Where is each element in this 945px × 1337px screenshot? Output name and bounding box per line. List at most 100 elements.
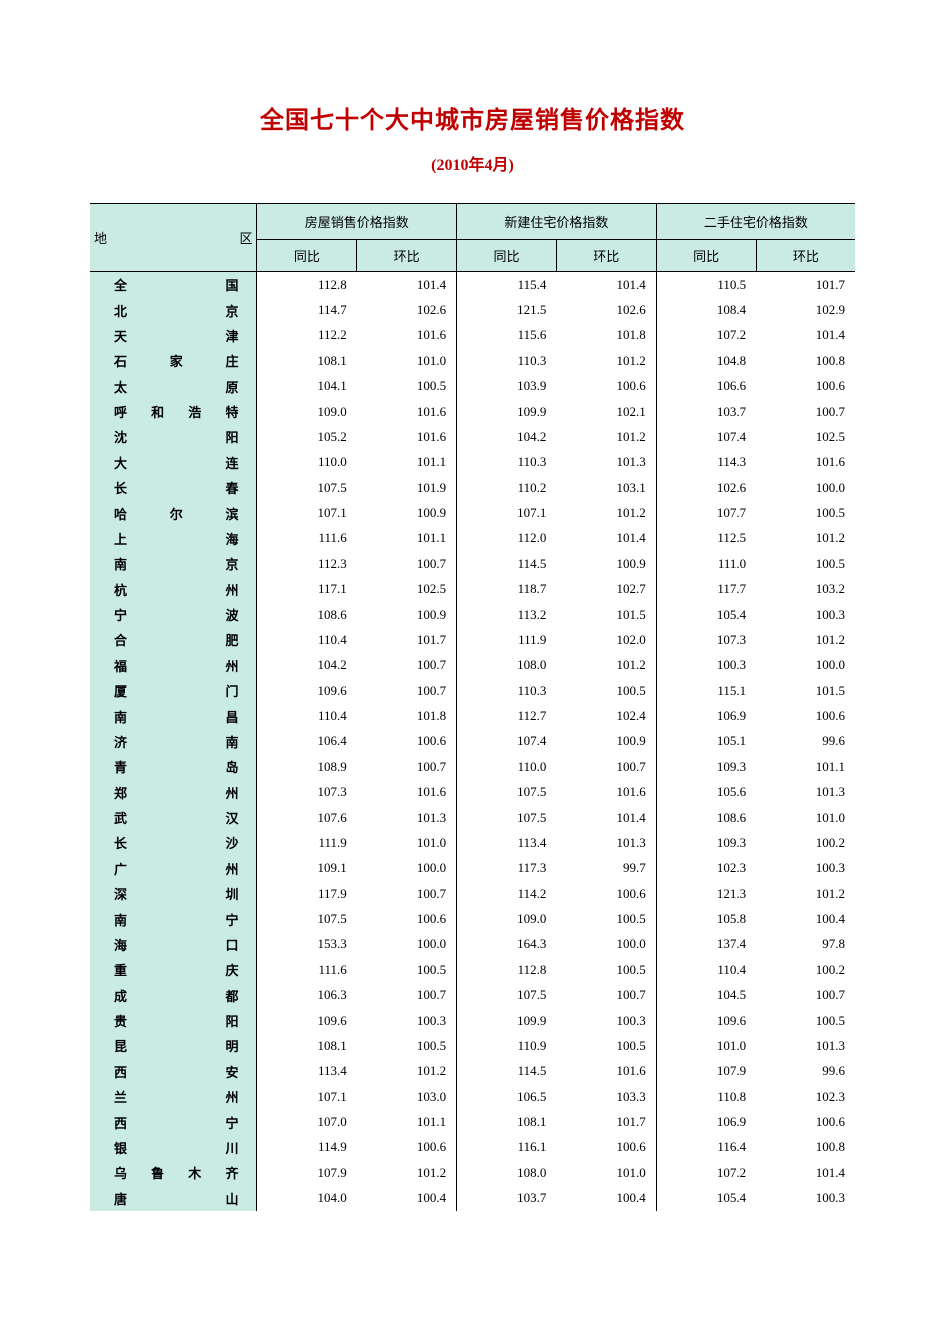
cell-value: 102.6 — [357, 297, 457, 322]
cell-value: 100.3 — [756, 856, 855, 881]
cell-value: 97.8 — [756, 932, 855, 957]
table-row: 南 京112.3100.7114.5100.9111.0100.5 — [90, 551, 855, 576]
cell-region: 兰 州 — [90, 1084, 257, 1109]
cell-value: 102.1 — [556, 399, 656, 424]
cell-value: 102.3 — [756, 1084, 855, 1109]
cell-value: 101.7 — [756, 272, 855, 298]
cell-value: 108.6 — [656, 805, 756, 830]
cell-value: 106.9 — [656, 703, 756, 728]
table-row: 太 原104.1100.5103.9100.6106.6100.6 — [90, 374, 855, 399]
table-row: 上 海111.6101.1112.0101.4112.5101.2 — [90, 526, 855, 551]
cell-value: 109.6 — [656, 1008, 756, 1033]
cell-region: 海 口 — [90, 932, 257, 957]
cell-value: 106.4 — [257, 729, 357, 754]
table-row: 福 州104.2100.7108.0101.2100.3100.0 — [90, 653, 855, 678]
table-row: 石 家 庄108.1101.0110.3101.2104.8100.8 — [90, 348, 855, 373]
cell-value: 153.3 — [257, 932, 357, 957]
table-row: 昆 明108.1100.5110.9100.5101.0101.3 — [90, 1033, 855, 1058]
cell-value: 112.8 — [257, 272, 357, 298]
cell-value: 107.9 — [257, 1160, 357, 1185]
cell-value: 101.0 — [656, 1033, 756, 1058]
cell-value: 100.5 — [556, 678, 656, 703]
cell-value: 100.5 — [756, 1008, 855, 1033]
cell-value: 110.5 — [656, 272, 756, 298]
cell-region: 昆 明 — [90, 1033, 257, 1058]
cell-value: 101.7 — [357, 627, 457, 652]
cell-value: 116.1 — [457, 1135, 557, 1160]
cell-value: 107.4 — [457, 729, 557, 754]
cell-value: 101.3 — [556, 450, 656, 475]
cell-value: 111.9 — [457, 627, 557, 652]
cell-value: 101.6 — [556, 1059, 656, 1084]
cell-value: 101.2 — [556, 653, 656, 678]
cell-value: 100.7 — [357, 983, 457, 1008]
cell-value: 110.4 — [656, 957, 756, 982]
cell-value: 101.2 — [756, 627, 855, 652]
cell-value: 108.6 — [257, 602, 357, 627]
cell-value: 100.3 — [357, 1008, 457, 1033]
cell-value: 100.8 — [756, 348, 855, 373]
cell-value: 101.1 — [357, 526, 457, 551]
cell-value: 107.3 — [656, 627, 756, 652]
cell-value: 100.0 — [357, 932, 457, 957]
cell-value: 117.7 — [656, 577, 756, 602]
cell-value: 110.8 — [656, 1084, 756, 1109]
cell-value: 110.4 — [257, 627, 357, 652]
cell-value: 121.3 — [656, 881, 756, 906]
col-region: 地 区 — [90, 204, 257, 272]
cell-value: 110.4 — [257, 703, 357, 728]
cell-value: 114.3 — [656, 450, 756, 475]
cell-value: 104.0 — [257, 1186, 357, 1211]
cell-value: 107.9 — [656, 1059, 756, 1084]
cell-region: 乌鲁木齐 — [90, 1160, 257, 1185]
cell-region: 沈 阳 — [90, 424, 257, 449]
cell-value: 112.0 — [457, 526, 557, 551]
cell-value: 100.6 — [756, 374, 855, 399]
cell-value: 105.2 — [257, 424, 357, 449]
table-row: 深 圳117.9100.7114.2100.6121.3101.2 — [90, 881, 855, 906]
cell-value: 108.1 — [457, 1109, 557, 1134]
cell-value: 107.1 — [257, 1084, 357, 1109]
cell-value: 109.9 — [457, 1008, 557, 1033]
cell-value: 101.8 — [357, 703, 457, 728]
cell-value: 110.3 — [457, 348, 557, 373]
cell-value: 103.2 — [756, 577, 855, 602]
cell-value: 99.7 — [556, 856, 656, 881]
cell-value: 103.9 — [457, 374, 557, 399]
cell-value: 107.2 — [656, 323, 756, 348]
table-row: 青 岛108.9100.7110.0100.7109.3101.1 — [90, 754, 855, 779]
cell-value: 112.5 — [656, 526, 756, 551]
cell-value: 111.6 — [257, 526, 357, 551]
cell-value: 164.3 — [457, 932, 557, 957]
cell-value: 112.2 — [257, 323, 357, 348]
cell-value: 108.4 — [656, 297, 756, 322]
cell-value: 101.3 — [756, 1033, 855, 1058]
cell-value: 105.4 — [656, 602, 756, 627]
cell-region: 南 昌 — [90, 703, 257, 728]
cell-value: 101.0 — [556, 1160, 656, 1185]
cell-value: 107.4 — [656, 424, 756, 449]
cell-region: 宁 波 — [90, 602, 257, 627]
col-group-overall: 房屋销售价格指数 — [257, 204, 457, 240]
table-row: 济 南106.4100.6107.4100.9105.199.6 — [90, 729, 855, 754]
table-row: 长 沙111.9101.0113.4101.3109.3100.2 — [90, 830, 855, 855]
cell-value: 110.3 — [457, 678, 557, 703]
cell-value: 101.4 — [556, 805, 656, 830]
cell-value: 109.1 — [257, 856, 357, 881]
table-row: 重 庆111.6100.5112.8100.5110.4100.2 — [90, 957, 855, 982]
table-row: 郑 州107.3101.6107.5101.6105.6101.3 — [90, 780, 855, 805]
cell-value: 107.5 — [257, 475, 357, 500]
cell-value: 100.3 — [656, 653, 756, 678]
table-row: 大 连110.0101.1110.3101.3114.3101.6 — [90, 450, 855, 475]
cell-value: 137.4 — [656, 932, 756, 957]
cell-value: 101.9 — [357, 475, 457, 500]
cell-value: 107.0 — [257, 1109, 357, 1134]
cell-value: 100.9 — [357, 500, 457, 525]
table-row: 银 川114.9100.6116.1100.6116.4100.8 — [90, 1135, 855, 1160]
cell-value: 101.6 — [357, 780, 457, 805]
cell-value: 102.4 — [556, 703, 656, 728]
cell-value: 101.5 — [556, 602, 656, 627]
cell-value: 100.0 — [756, 653, 855, 678]
cell-value: 115.6 — [457, 323, 557, 348]
cell-region: 深 圳 — [90, 881, 257, 906]
